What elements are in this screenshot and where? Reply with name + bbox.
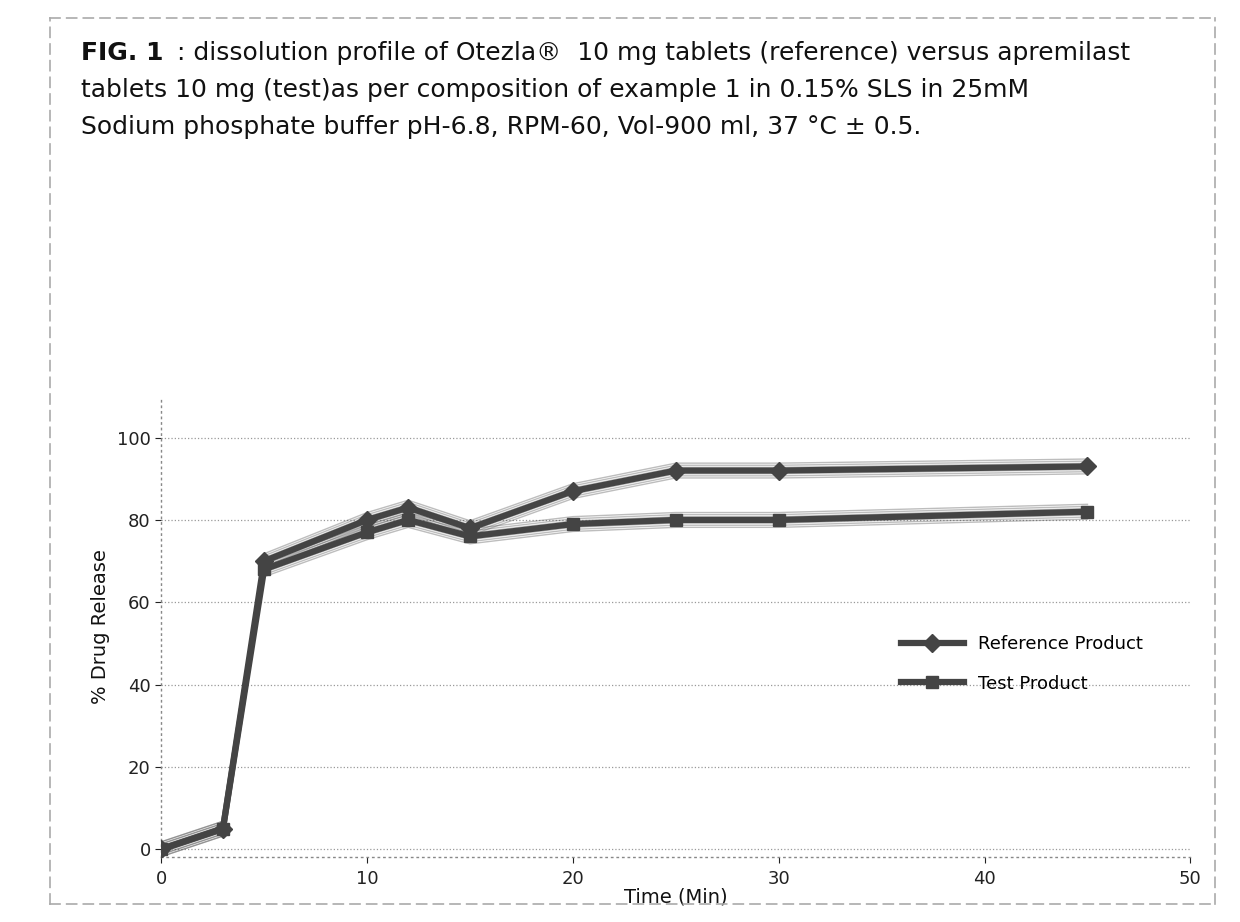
Reference Product (771, 465, 786, 476)
Test Product (668, 514, 683, 526)
Test Product (360, 526, 374, 538)
Text: FIG. 1: FIG. 1 (81, 41, 164, 65)
Test Product (771, 514, 786, 526)
Test Product (1080, 506, 1095, 517)
Test Product (401, 514, 415, 526)
Text: Sodium phosphate buffer pH-6.8, RPM-60, Vol-900 ml, 37 °C ± 0.5.: Sodium phosphate buffer pH-6.8, RPM-60, … (81, 115, 921, 139)
Reference Product (216, 823, 231, 834)
Test Product (257, 563, 272, 575)
Test Product (565, 518, 580, 529)
Test Product (154, 844, 169, 855)
Y-axis label: % Drug Release: % Drug Release (91, 550, 110, 704)
Text: : dissolution profile of Otezla®  10 mg tablets (reference) versus apremilast: : dissolution profile of Otezla® 10 mg t… (177, 41, 1131, 65)
Reference Product (565, 486, 580, 497)
Test Product (463, 531, 477, 542)
Reference Product (360, 514, 374, 526)
X-axis label: Time (Min): Time (Min) (624, 888, 728, 907)
Text: tablets 10 mg (test)as per composition of example 1 in 0.15% SLS in 25mM: tablets 10 mg (test)as per composition o… (81, 78, 1029, 102)
Reference Product (257, 556, 272, 567)
Legend: Reference Product, Test Product: Reference Product, Test Product (894, 628, 1151, 700)
Reference Product (401, 502, 415, 514)
Line: Reference Product: Reference Product (155, 460, 1094, 856)
Reference Product (1080, 461, 1095, 472)
Reference Product (463, 523, 477, 534)
Reference Product (668, 465, 683, 476)
Line: Test Product: Test Product (155, 505, 1094, 856)
Test Product (216, 823, 231, 834)
Reference Product (154, 844, 169, 855)
